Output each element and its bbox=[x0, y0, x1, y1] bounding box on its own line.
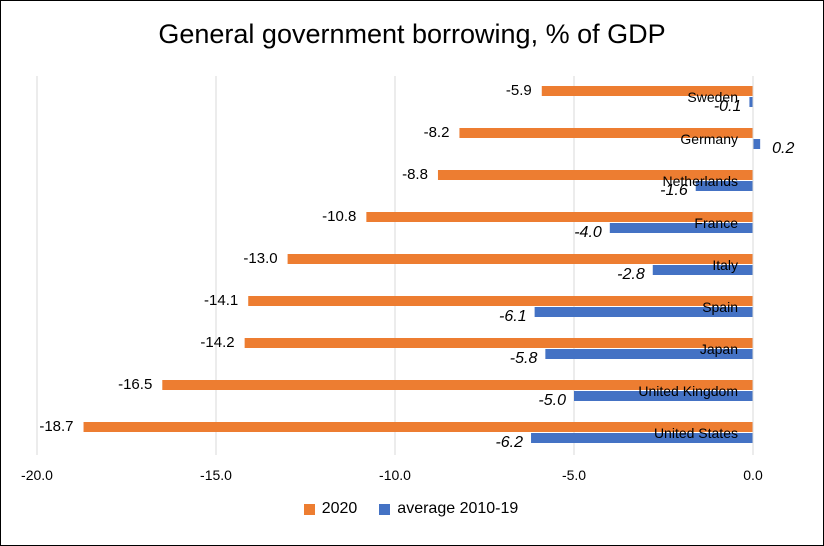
bar-average bbox=[545, 349, 753, 359]
legend-swatch-average bbox=[379, 503, 391, 515]
data-label-2020: -8.2 bbox=[424, 124, 450, 141]
data-label-2020: -16.5 bbox=[118, 376, 152, 393]
legend-swatch-2020 bbox=[303, 503, 315, 515]
bar-2020 bbox=[541, 86, 753, 96]
bar-2020 bbox=[162, 380, 754, 390]
data-label-2020: -14.2 bbox=[200, 334, 234, 351]
category-label: Sweden bbox=[687, 89, 738, 105]
category-label: Germany bbox=[680, 131, 738, 147]
bar-average bbox=[753, 139, 761, 149]
chart-title: General government borrowing, % of GDP bbox=[158, 19, 666, 49]
legend-label-2020: 2020 bbox=[321, 500, 358, 517]
data-label-average: -0.1 bbox=[714, 98, 742, 115]
x-tick-label: -10.0 bbox=[379, 467, 411, 483]
data-label-2020: -13.0 bbox=[243, 250, 277, 267]
bar-average bbox=[609, 223, 753, 233]
x-tick-label: 0.0 bbox=[743, 467, 763, 483]
data-label-2020: -14.1 bbox=[204, 292, 238, 309]
data-label-average: -4.0 bbox=[574, 224, 602, 241]
bar-average bbox=[652, 265, 753, 275]
category-label: France bbox=[694, 215, 738, 231]
category-label: Netherlands bbox=[663, 173, 739, 189]
chart-legend: 2020 average 2010-19 bbox=[0, 500, 822, 518]
bar-average bbox=[695, 181, 753, 191]
category-label: Spain bbox=[702, 299, 738, 315]
bar-2020 bbox=[244, 338, 753, 348]
data-label-average: -5.8 bbox=[510, 350, 538, 367]
bar-2020 bbox=[459, 128, 753, 138]
bar-average bbox=[534, 307, 753, 317]
bar-2020 bbox=[83, 422, 754, 432]
bar-average bbox=[531, 433, 753, 443]
bar-2020 bbox=[248, 296, 753, 306]
x-tick-label: -20.0 bbox=[21, 467, 53, 483]
bar-2020 bbox=[366, 212, 753, 222]
bar-average bbox=[749, 97, 753, 107]
data-label-average: -6.2 bbox=[495, 434, 523, 451]
legend-label-average: average 2010-19 bbox=[397, 500, 519, 517]
category-label: United States bbox=[654, 425, 738, 441]
legend-item-2020: 2020 bbox=[303, 500, 358, 518]
bar-2020 bbox=[437, 170, 753, 180]
x-tick-label: -5.0 bbox=[562, 467, 586, 483]
data-label-average: -6.1 bbox=[499, 308, 527, 325]
category-label: Japan bbox=[700, 341, 738, 357]
data-label-2020: -10.8 bbox=[322, 208, 356, 225]
data-label-average: -5.0 bbox=[538, 392, 566, 409]
data-label-average: -1.6 bbox=[660, 182, 688, 199]
data-label-2020: -5.9 bbox=[506, 82, 532, 99]
category-label: Italy bbox=[712, 257, 738, 273]
data-label-average: 0.2 bbox=[772, 140, 794, 157]
bar-average bbox=[574, 391, 753, 401]
data-label-2020: -8.8 bbox=[402, 166, 428, 183]
data-label-average: -2.8 bbox=[617, 266, 645, 283]
data-label-2020: -18.7 bbox=[39, 418, 73, 435]
bar-2020 bbox=[287, 254, 753, 264]
x-tick-label: -15.0 bbox=[200, 467, 232, 483]
category-label: United Kingdom bbox=[638, 383, 738, 399]
legend-item-average: average 2010-19 bbox=[379, 500, 518, 518]
